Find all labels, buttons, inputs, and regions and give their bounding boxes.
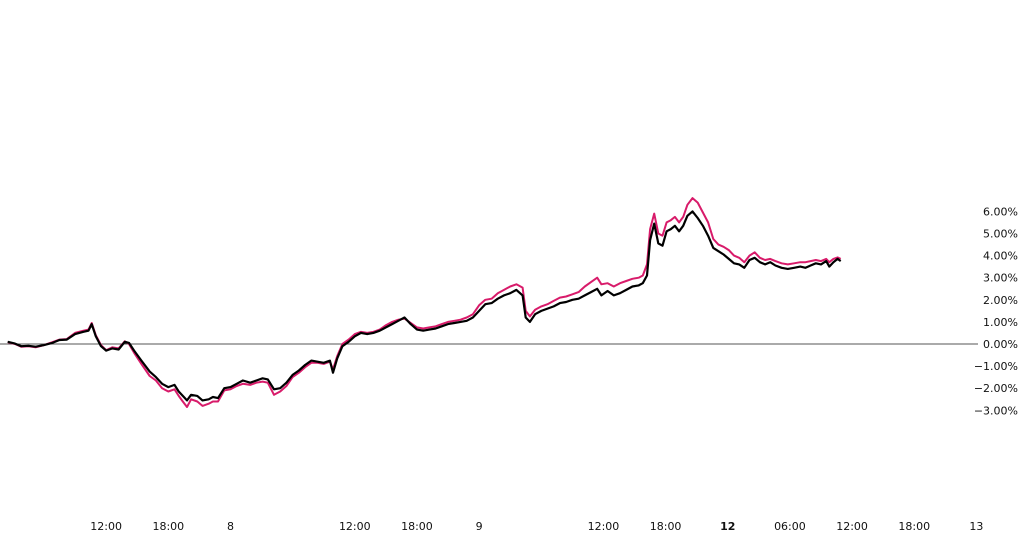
x-tick-label: 12: [720, 520, 735, 533]
y-tick-label: 3.00%: [983, 272, 1018, 285]
y-axis-ticks: 6.00% 5.00% 4.00% 3.00% 2.00% 1.00% 0.00% −1.00…: [974, 205, 1018, 417]
x-tick-label: 06:00: [774, 520, 806, 533]
x-tick-label: 18:00: [152, 520, 184, 533]
x-tick-label: 18:00: [401, 520, 433, 533]
series-layer: [7, 197, 842, 408]
y-tick-label: 1.00%: [983, 316, 1018, 329]
x-tick-label: 12:00: [339, 520, 371, 533]
y-tick-label: 6.00%: [983, 205, 1018, 218]
x-tick-label: 8: [227, 520, 234, 533]
y-tick-label: −3.00%: [974, 404, 1018, 417]
y-tick-label: −1.00%: [974, 360, 1018, 373]
y-tick-label: 2.00%: [983, 294, 1018, 307]
series-line-2: [7, 197, 842, 408]
y-tick-label: −2.00%: [974, 382, 1018, 395]
x-tick-label: 13: [969, 520, 983, 533]
x-tick-label: 12:00: [588, 520, 620, 533]
x-tick-label: 12:00: [90, 520, 122, 533]
x-axis-ticks: 12:00 18:00 8 12:00 18:00 9 12:00 18:00 12 06:00 1…: [90, 520, 983, 533]
y-tick-label: 0.00%: [983, 338, 1018, 351]
x-tick-label: 9: [476, 520, 483, 533]
x-tick-label: 12:00: [836, 520, 868, 533]
series-line-1: [7, 210, 842, 402]
y-tick-label: 4.00%: [983, 250, 1018, 263]
x-tick-label: 18:00: [898, 520, 930, 533]
y-tick-label: 5.00%: [983, 228, 1018, 241]
x-tick-label: 18:00: [650, 520, 682, 533]
